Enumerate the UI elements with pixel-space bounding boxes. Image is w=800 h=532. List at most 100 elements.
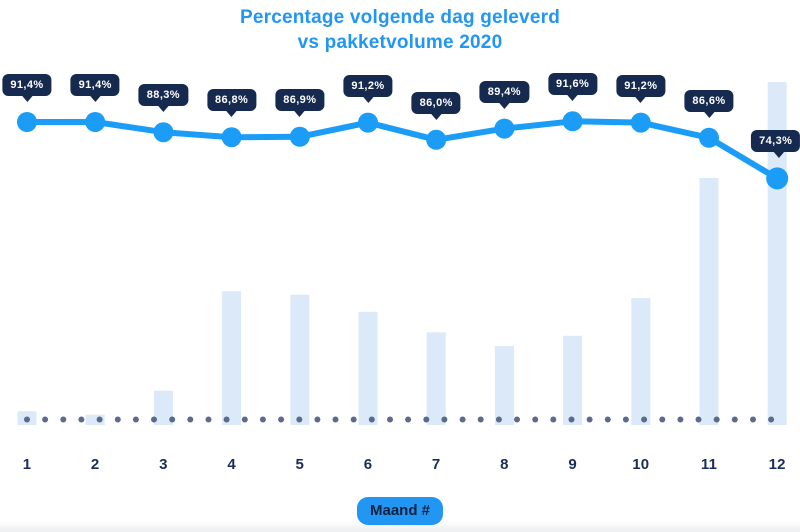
x-axis-label: 11 [700,456,718,473]
baseline-dot [604,416,611,423]
baseline-dot [96,416,103,423]
baseline-dot [423,416,430,423]
baseline-dot [750,416,756,423]
x-axis-label: 6 [363,456,373,473]
volume-bar[interactable] [290,294,310,425]
baseline-dot [641,416,648,423]
baseline-dot [241,416,248,423]
baseline-dot [332,416,339,423]
baseline-dot [368,416,375,423]
volume-bar[interactable] [767,82,787,425]
chart-title-line2: vs pakketvolume 2020 [297,32,503,53]
dotted-baseline [24,416,775,423]
baseline-dot [296,416,303,423]
line-marker[interactable] [766,167,789,190]
volume-bar[interactable] [631,298,651,425]
value-tooltip: 88,3% [138,84,188,107]
baseline-dot [42,416,49,423]
x-axis-label: 10 [632,456,650,473]
chart-title-line1: Percentage volgende dag geleverd [239,7,560,28]
line-marker[interactable] [630,112,651,133]
baseline-dot [60,416,67,423]
baseline-dot [114,416,121,423]
line-marker[interactable] [153,122,174,143]
value-tooltip: 86,9% [275,88,325,111]
value-tooltip: 86,8% [206,89,257,112]
baseline-dot [477,416,484,423]
baseline-dot [495,416,502,423]
volume-bar[interactable] [358,311,378,425]
x-axis-label: 1 [22,456,32,473]
volume-bar[interactable] [426,332,446,425]
line-marker[interactable] [426,129,447,150]
value-tooltip: 86,0% [411,91,461,114]
volume-bar[interactable] [699,178,719,425]
bottom-fade [0,521,800,532]
x-axis-label: 7 [431,456,441,473]
baseline-dot [350,416,357,423]
percentage-line [24,118,781,182]
line-marker[interactable] [494,118,515,139]
baseline-dot [532,416,539,423]
value-tooltip: 91,6% [547,73,598,96]
volume-bar[interactable] [222,291,242,425]
x-axis-label: 8 [500,456,509,473]
baseline-dot [586,416,593,423]
value-tooltip: 89,4% [479,80,529,103]
volume-bars-layer [17,82,787,425]
x-axis-label: 9 [568,456,577,473]
line-marker[interactable] [221,127,242,148]
baseline-dot [768,416,775,423]
x-axis-label: 4 [227,456,236,473]
baseline-dot [677,416,684,423]
x-axis-label: 5 [295,456,305,473]
line-marker[interactable] [699,127,719,148]
baseline-dot [387,416,393,423]
value-tooltip: 91,4% [70,73,120,96]
baseline-dot [278,416,285,423]
baseline-dot [259,416,266,423]
value-tooltip: 91,2% [616,74,666,97]
line-marker[interactable] [358,112,378,133]
baseline-dot [187,416,194,423]
baseline-dot [24,416,30,423]
line-marker[interactable] [289,126,310,147]
percentage-line-layer [17,111,789,190]
baseline-dot [568,416,575,423]
baseline-dot [223,416,230,423]
line-marker[interactable] [562,111,583,132]
chart-title: Percentage volgende dag geleverd vs pakk… [0,5,800,55]
baseline-dot [405,416,412,423]
line-marker[interactable] [85,112,106,132]
value-tooltip: 74,3% [751,130,800,153]
baseline-dot [151,416,157,423]
baseline-dot [731,416,738,423]
baseline-dot [550,416,557,423]
baseline-dot [695,416,702,423]
baseline-dot [132,416,139,423]
baseline-dot [314,416,321,423]
x-axis-label: 12 [768,456,786,473]
value-tooltip: 91,4% [2,73,52,96]
baseline-dot [713,416,720,423]
volume-bar[interactable] [563,335,583,425]
baseline-dot [205,416,212,423]
line-marker[interactable] [17,112,37,132]
baseline-dot [78,416,85,423]
x-axis-label: 2 [90,456,100,473]
baseline-dot [441,416,448,423]
baseline-dot [459,416,466,423]
volume-bar[interactable] [494,346,514,425]
baseline-dot [514,416,520,423]
x-axis-label: 3 [159,456,168,473]
baseline-dot [169,416,176,423]
value-tooltip: 86,6% [684,89,734,112]
volume-bar[interactable] [85,414,105,425]
x-axis-title-badge: Maand # [356,497,444,525]
volume-bar[interactable] [153,390,173,425]
baseline-dot [622,416,629,423]
baseline-dot [659,416,666,423]
value-tooltip: 91,2% [343,74,393,97]
